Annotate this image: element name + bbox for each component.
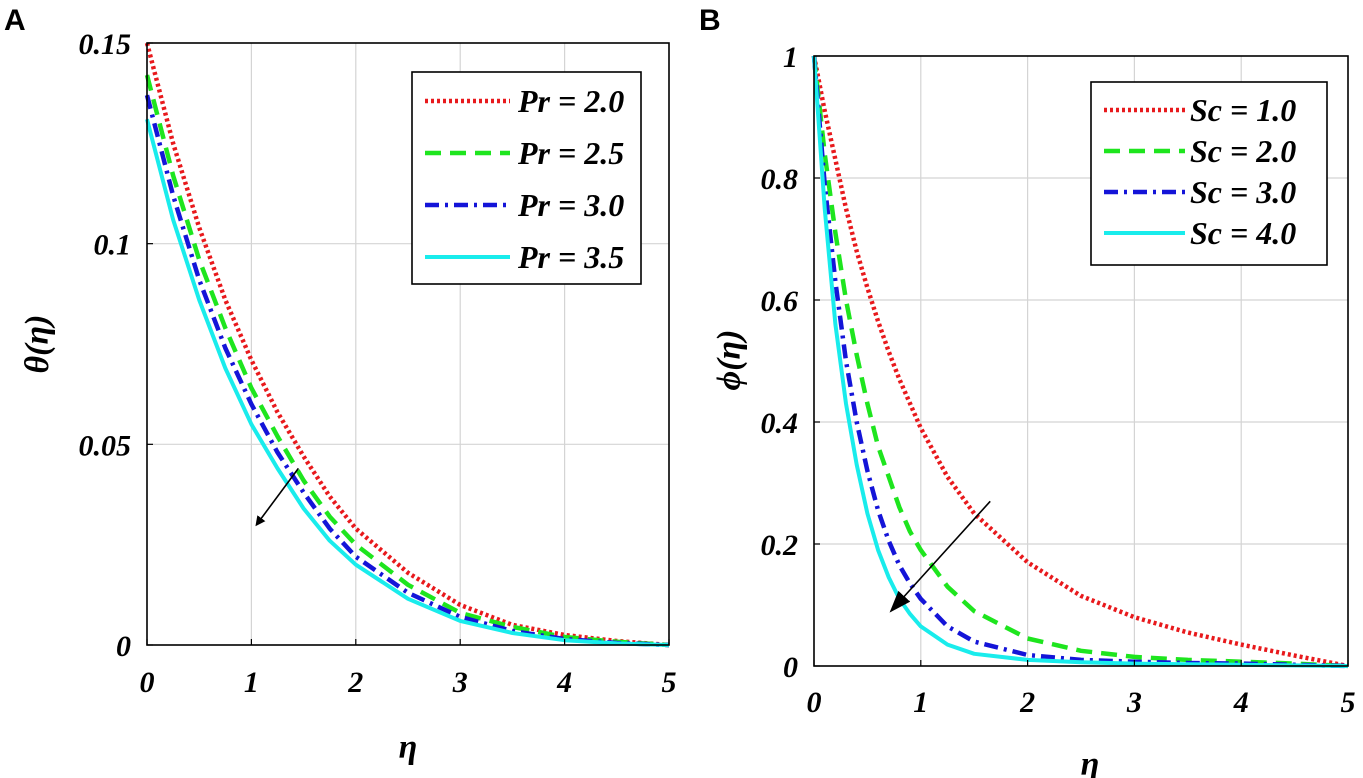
panel-b-legend-label-3: Sc = 3.0 <box>1190 174 1296 210</box>
panel-b-x-axis-label: η <box>1081 746 1100 778</box>
panel-b-y-tick-label: 0.8 <box>761 163 799 196</box>
panel-a-y-tick-label: 0 <box>116 630 131 663</box>
panel-b-x-tick-label: 1 <box>913 686 928 719</box>
panel-b-x-tick-label: 4 <box>1233 686 1249 719</box>
panel-b-legend-label-4: Sc = 4.0 <box>1190 215 1296 251</box>
panel-b-x-tick-label: 3 <box>1126 686 1142 719</box>
panel-a-y-tick-label: 0.1 <box>94 229 132 262</box>
panel-a-plot-frame <box>146 42 670 646</box>
panel-b-legend-label-2: Sc = 2.0 <box>1190 133 1296 169</box>
panel-a-legend-label-3: Pr = 3.0 <box>517 187 624 223</box>
panel-b-letter: B <box>699 4 721 37</box>
panel-b-y-tick-label: 1 <box>783 41 798 74</box>
panel-a-legend-label-2: Pr = 2.5 <box>517 135 624 171</box>
panel-a-series-line-1 <box>144 42 670 648</box>
panel-b-series-line-2 <box>811 55 1349 669</box>
panel-b: B 0 1 2 3 4 500.20.40.60.81 η ϕ(η) Sc = 1.0Sc… <box>699 4 1356 778</box>
panel-b-x-tick-label: 0 <box>807 686 822 719</box>
panel-a: A 0 1 2 3 4 500.050.10.15 η θ(η) Pr = 2.0Pr =… <box>4 4 677 766</box>
panel-a-legend: Pr = 2.0 Pr = 2.5 Pr = 3.0 Pr = 3.5 <box>411 71 642 285</box>
panel-a-x-tick-label: 1 <box>244 666 259 699</box>
panel-b-x-tick-label: 5 <box>1341 686 1356 719</box>
panel-b-series-line-1 <box>811 55 1349 669</box>
panel-a-x-axis-label: η <box>399 729 418 766</box>
panel-a-legend-label-1: Pr = 2.0 <box>517 83 624 119</box>
panel-a-trend-arrow <box>255 467 300 527</box>
panel-a-legend-label-4: Pr = 3.5 <box>517 239 624 275</box>
panel-a-x-tick-label: 4 <box>556 666 572 699</box>
panel-b-x-tick-label: 2 <box>1019 686 1035 719</box>
panel-a-series-line-4 <box>145 118 670 647</box>
panel-b-trend-arrow <box>889 500 991 613</box>
panel-a-series-line-2 <box>144 74 670 648</box>
panel-a-x-tick-label: 0 <box>140 666 155 699</box>
panel-a-y-tick-label: 0.15 <box>79 28 132 61</box>
panel-b-y-tick-label: 0.4 <box>761 407 799 440</box>
panel-b-y-tick-label: 0 <box>783 651 798 684</box>
panel-b-plot-frame <box>813 55 1349 667</box>
panel-b-series-line-4 <box>812 55 1349 668</box>
panel-b-y-tick-label: 0.6 <box>761 285 799 318</box>
panel-a-legend-box <box>411 71 642 285</box>
panel-a-y-axis-label: θ(η) <box>19 315 56 374</box>
panel-a-x-tick-label: 3 <box>452 666 468 699</box>
panel-b-legend: Sc = 1.0 Sc = 2.0 Sc = 3.0 Sc = 4.0 <box>1090 81 1328 266</box>
panel-a-letter: A <box>4 4 26 37</box>
panel-b-y-axis-label: ϕ(η) <box>711 330 748 391</box>
panel-b-legend-label-1: Sc = 1.0 <box>1190 92 1296 128</box>
panel-a-series-line-3 <box>144 94 670 648</box>
panel-b-y-tick-label: 0.2 <box>761 529 799 562</box>
panel-a-x-tick-label: 2 <box>347 666 363 699</box>
panel-a-x-tick-label: 5 <box>662 666 677 699</box>
panel-a-y-tick-label: 0.05 <box>79 429 132 462</box>
